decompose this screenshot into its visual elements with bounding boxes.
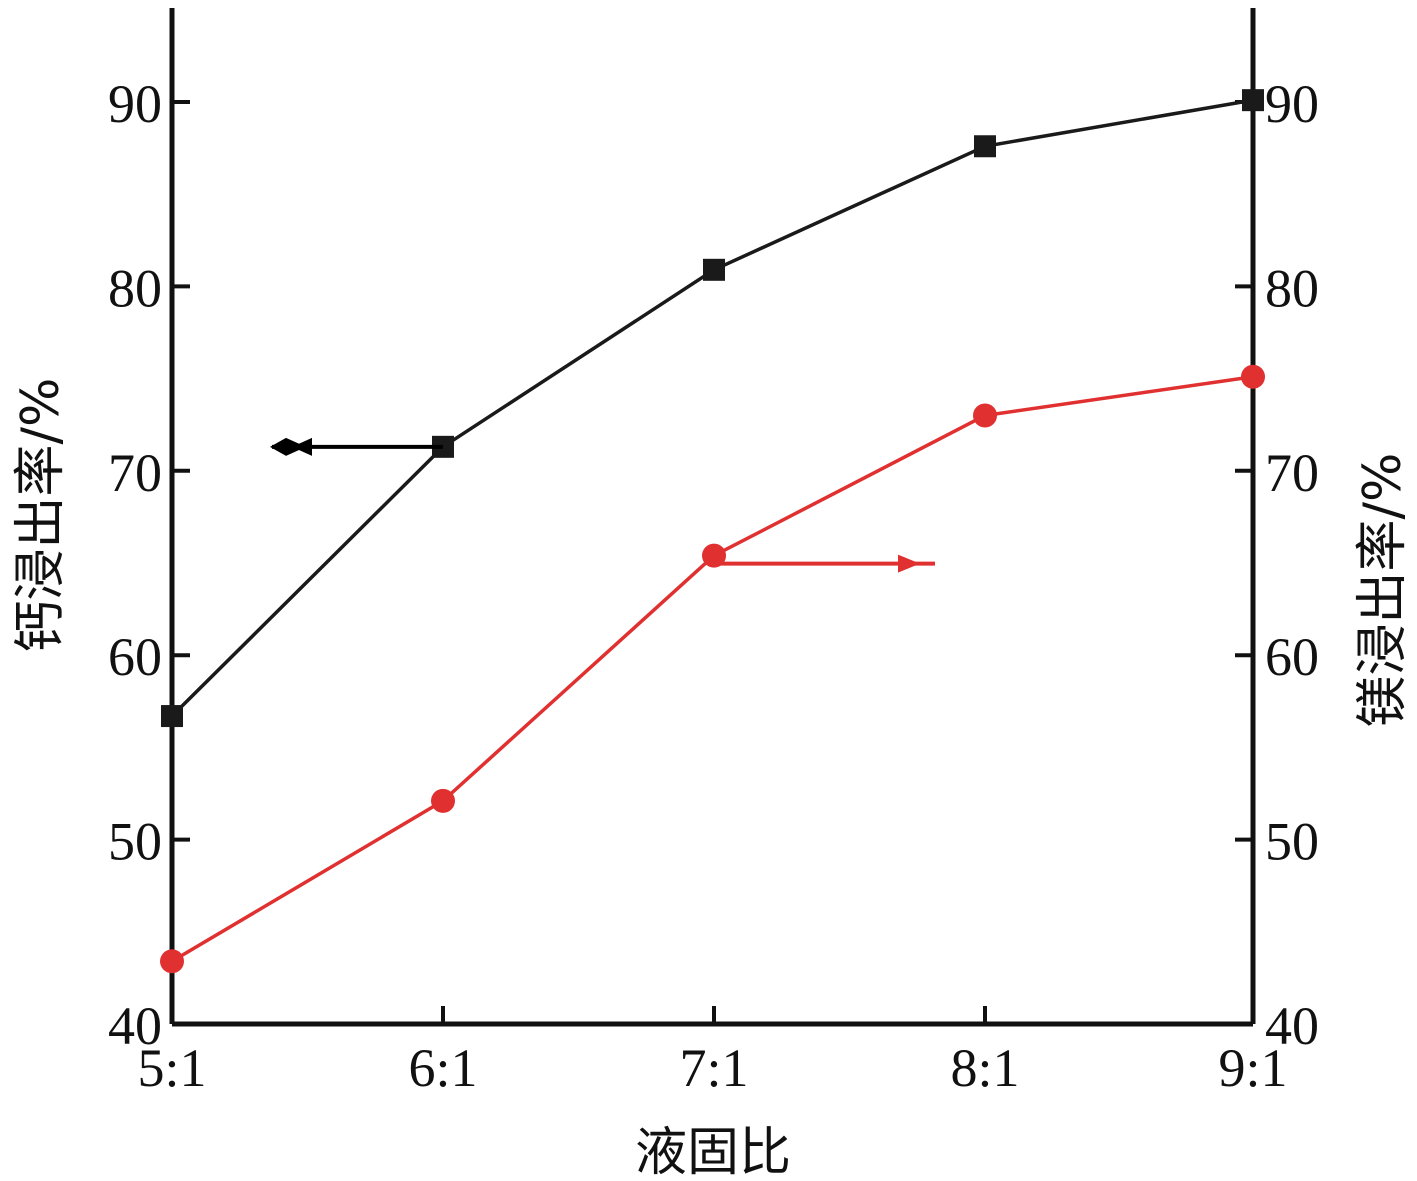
y-tick-label-right-40: 40 xyxy=(1265,996,1319,1056)
ticks: 40 40 50 50 60 60 70 70 80 80 90 90 5:1 6:1 7:1 8:1 9:1 xyxy=(108,74,1319,1098)
arrow-left-head-tip xyxy=(292,437,312,456)
series-0-point-4 xyxy=(1242,89,1264,112)
series-0-point-2 xyxy=(703,258,725,281)
series-1-point-3 xyxy=(973,403,997,428)
y-tick-label-right-70: 70 xyxy=(1265,443,1319,503)
series-1-point-0 xyxy=(160,949,184,974)
series-1-line xyxy=(171,375,1254,963)
y-tick-label-right-50: 50 xyxy=(1265,812,1319,872)
x-tick-label-3: 8:1 xyxy=(950,1038,1019,1098)
y-tick-label-left-80: 80 xyxy=(108,258,162,318)
series-1-point-4 xyxy=(1241,364,1265,389)
series-0-point-3 xyxy=(974,135,996,158)
x-tick-label-2: 7:1 xyxy=(679,1038,748,1098)
series-0-point-0 xyxy=(161,705,183,728)
y-tick-label-left-90: 90 xyxy=(108,74,162,134)
series-group xyxy=(160,89,1265,974)
x-tick-label-1: 6:1 xyxy=(408,1038,477,1098)
y-tick-label-right-90: 90 xyxy=(1265,74,1319,134)
y-tick-label-left-50: 50 xyxy=(108,812,162,872)
y-tick-label-left-70: 70 xyxy=(108,443,162,503)
y-axis-title-right: 镁浸出率/% xyxy=(1353,453,1413,728)
y-tick-label-right-80: 80 xyxy=(1265,258,1319,318)
arrow-right-head xyxy=(898,554,920,573)
series-0 xyxy=(161,89,1264,728)
y-axis-title-left: 钙浸出率/% xyxy=(11,378,71,653)
annotations xyxy=(270,437,935,573)
axes xyxy=(169,8,1256,1027)
x-axis-title: 液固比 xyxy=(635,1123,791,1181)
y-tick-label-right-60: 60 xyxy=(1265,627,1319,687)
y-tick-label-left-40: 40 xyxy=(108,996,162,1056)
arrow-left-head xyxy=(270,437,306,456)
y-tick-label-left-60: 60 xyxy=(108,627,162,687)
series-0-line xyxy=(170,98,1254,718)
series-1-point-1 xyxy=(431,788,455,813)
x-tick-label-0: 5:1 xyxy=(137,1038,206,1098)
x-tick-label-4: 9:1 xyxy=(1218,1038,1287,1098)
series-1 xyxy=(160,364,1265,974)
